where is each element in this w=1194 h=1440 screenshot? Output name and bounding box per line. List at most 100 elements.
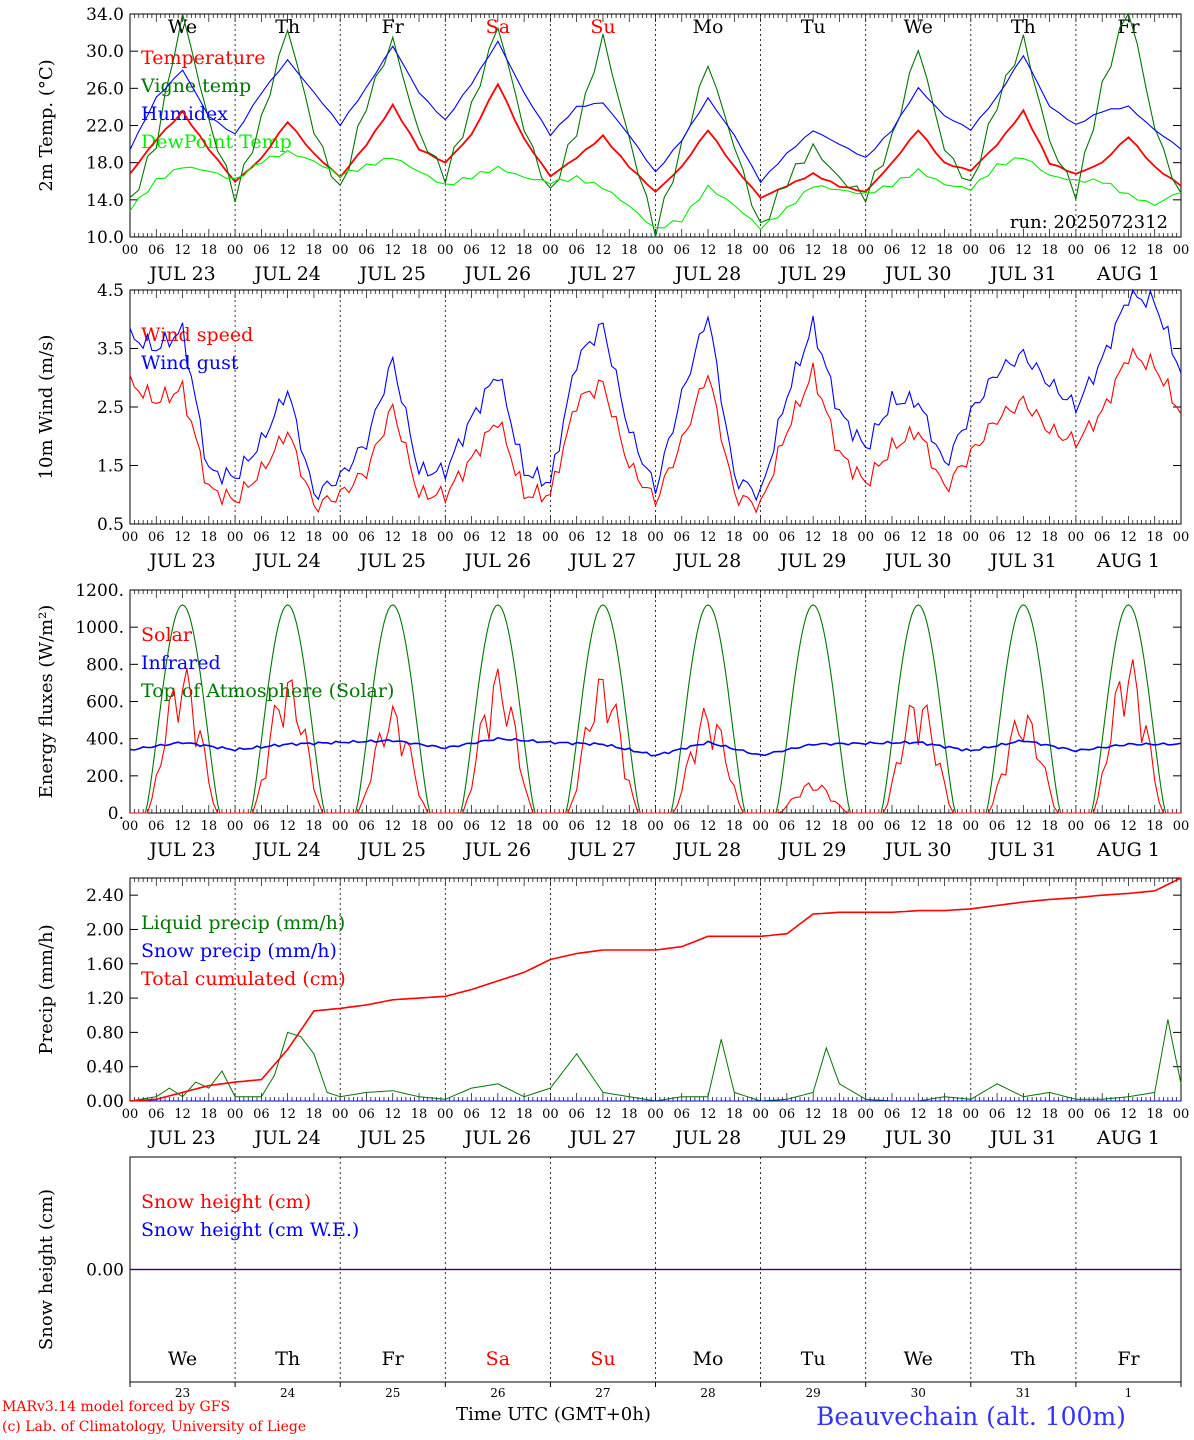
hour-tick-label: 06 bbox=[884, 819, 901, 834]
hour-tick-label: 18 bbox=[306, 243, 323, 258]
date-label: JUL 27 bbox=[568, 1127, 636, 1149]
hour-tick-label: 18 bbox=[831, 1107, 848, 1122]
date-label: JUL 27 bbox=[568, 550, 636, 572]
hour-tick-label: 00 bbox=[752, 1107, 769, 1122]
hour-tick-label: 06 bbox=[358, 530, 375, 545]
weekday-label: Fr bbox=[382, 16, 405, 38]
hour-tick-label: 06 bbox=[779, 530, 796, 545]
hour-tick-label: 06 bbox=[253, 530, 270, 545]
hour-tick-label: 06 bbox=[989, 530, 1006, 545]
hour-tick-label: 18 bbox=[516, 243, 533, 258]
day-number-label: 31 bbox=[1016, 1386, 1031, 1400]
hour-tick-label: 12 bbox=[805, 1107, 822, 1122]
hour-tick-label: 18 bbox=[411, 819, 428, 834]
hour-tick-label: 12 bbox=[700, 530, 717, 545]
hour-tick-label: 06 bbox=[358, 819, 375, 834]
hour-tick-label: 12 bbox=[1120, 243, 1137, 258]
hour-tick-label: 00 bbox=[437, 243, 454, 258]
hour-tick-label: 00 bbox=[1068, 243, 1085, 258]
hour-tick-label: 12 bbox=[1120, 1107, 1137, 1122]
weekday-label: Tu bbox=[801, 1348, 826, 1370]
y-tick-label: 10.0 bbox=[86, 228, 124, 248]
date-label: JUL 23 bbox=[147, 1127, 215, 1149]
hour-tick-label: 06 bbox=[779, 243, 796, 258]
y-tick-label: 1.20 bbox=[86, 989, 124, 1009]
hour-tick-label: 00 bbox=[542, 1107, 559, 1122]
date-label: JUL 24 bbox=[252, 1127, 320, 1149]
hour-tick-label: 12 bbox=[384, 530, 401, 545]
date-label: JUL 25 bbox=[358, 550, 426, 572]
hour-tick-label: 18 bbox=[1041, 1107, 1058, 1122]
hour-tick-label: 00 bbox=[752, 530, 769, 545]
hour-tick-label: 00 bbox=[1173, 243, 1190, 258]
hour-tick-label: 18 bbox=[621, 1107, 638, 1122]
hour-tick-label: 06 bbox=[568, 530, 585, 545]
date-label: JUL 26 bbox=[463, 1127, 531, 1149]
hour-tick-label: 18 bbox=[306, 530, 323, 545]
y-tick-label: 600. bbox=[86, 693, 124, 713]
hour-tick-label: 12 bbox=[1120, 819, 1137, 834]
hour-tick-label: 06 bbox=[779, 819, 796, 834]
temperature-ylabel: 2m Temp. (°C) bbox=[36, 59, 57, 191]
hour-tick-label: 00 bbox=[1068, 819, 1085, 834]
y-tick-label: 1.5 bbox=[97, 457, 124, 477]
hour-tick-label: 06 bbox=[674, 1107, 691, 1122]
hour-tick-label: 00 bbox=[1068, 530, 1085, 545]
series-temperature bbox=[129, 82, 1182, 200]
y-tick-label: 0.00 bbox=[86, 1261, 124, 1281]
date-label: JUL 27 bbox=[568, 263, 636, 285]
date-label: JUL 25 bbox=[358, 839, 426, 861]
hour-tick-label: 00 bbox=[857, 243, 874, 258]
precip-legend-0: Liquid precip (mm/h) bbox=[141, 912, 345, 934]
date-label: JUL 28 bbox=[673, 839, 741, 861]
hour-tick-label: 06 bbox=[674, 819, 691, 834]
series-solar bbox=[130, 659, 1181, 814]
hour-tick-label: 06 bbox=[148, 243, 165, 258]
hour-tick-label: 18 bbox=[1041, 530, 1058, 545]
hour-tick-label: 00 bbox=[227, 243, 244, 258]
date-label: JUL 26 bbox=[463, 263, 531, 285]
hour-tick-label: 18 bbox=[1041, 819, 1058, 834]
weekday-label: Th bbox=[1011, 1348, 1036, 1370]
hour-tick-label: 00 bbox=[963, 243, 980, 258]
hour-tick-label: 00 bbox=[752, 243, 769, 258]
hour-tick-label: 06 bbox=[884, 243, 901, 258]
hour-tick-label: 06 bbox=[358, 243, 375, 258]
hour-tick-label: 00 bbox=[437, 819, 454, 834]
series-wind-speed bbox=[129, 347, 1182, 514]
date-label: JUL 29 bbox=[778, 839, 846, 861]
hour-tick-label: 12 bbox=[174, 1107, 191, 1122]
hour-tick-label: 18 bbox=[1146, 1107, 1163, 1122]
wind-legend-1: Wind gust bbox=[141, 352, 239, 374]
hour-tick-label: 00 bbox=[437, 530, 454, 545]
date-label: JUL 27 bbox=[568, 839, 636, 861]
hour-tick-label: 18 bbox=[621, 819, 638, 834]
time-axis-label: Time UTC (GMT+0h) bbox=[456, 1404, 651, 1425]
hour-tick-label: 00 bbox=[122, 1107, 139, 1122]
hour-tick-label: 12 bbox=[279, 530, 296, 545]
hour-tick-label: 12 bbox=[174, 530, 191, 545]
weekday-label: Th bbox=[275, 1348, 300, 1370]
hour-tick-label: 12 bbox=[490, 243, 507, 258]
hour-tick-label: 00 bbox=[1068, 1107, 1085, 1122]
energy-legend-1: Infrared bbox=[141, 652, 221, 674]
hour-tick-label: 06 bbox=[463, 1107, 480, 1122]
hour-tick-label: 06 bbox=[568, 1107, 585, 1122]
hour-tick-label: 12 bbox=[384, 819, 401, 834]
hour-tick-label: 12 bbox=[1015, 530, 1032, 545]
y-tick-label: 22.0 bbox=[86, 117, 124, 137]
hour-tick-label: 12 bbox=[595, 1107, 612, 1122]
date-label: JUL 31 bbox=[988, 839, 1056, 861]
snow-legend-1: Snow height (cm W.E.) bbox=[141, 1219, 359, 1241]
y-tick-label: 0.40 bbox=[86, 1058, 124, 1078]
temperature-legend-3: DewPoint Temp bbox=[141, 131, 292, 153]
day-number-label: 27 bbox=[595, 1386, 610, 1400]
date-label: AUG 1 bbox=[1096, 550, 1160, 572]
hour-tick-label: 06 bbox=[148, 530, 165, 545]
y-tick-label: 18.0 bbox=[86, 154, 124, 174]
hour-tick-label: 06 bbox=[1094, 819, 1111, 834]
hour-tick-label: 00 bbox=[122, 819, 139, 834]
hour-tick-label: 00 bbox=[122, 530, 139, 545]
hour-tick-label: 00 bbox=[332, 243, 349, 258]
